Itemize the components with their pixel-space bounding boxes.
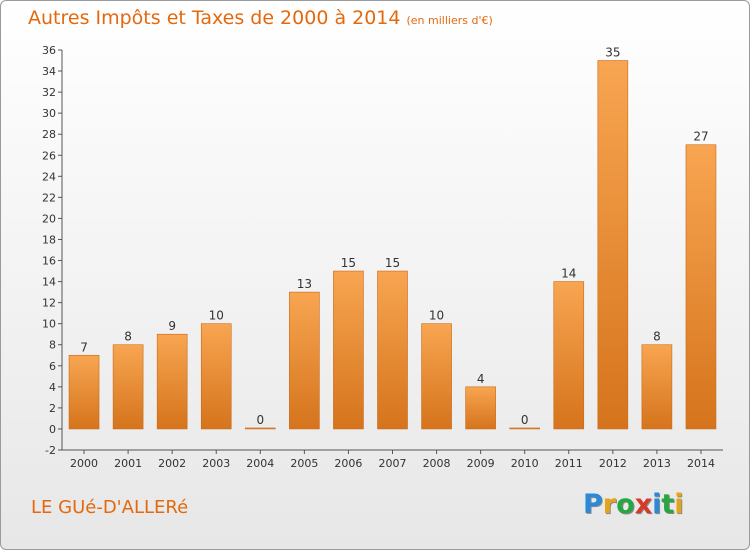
logo-letter: o <box>616 489 635 520</box>
bar-value-label: 15 <box>341 256 356 270</box>
x-tick-label: 2001 <box>114 457 142 470</box>
bar-value-label: 35 <box>605 46 620 60</box>
bar-value-label: 7 <box>80 340 88 354</box>
y-tick-label: 2 <box>49 402 56 415</box>
bar-value-label: 0 <box>256 413 264 427</box>
y-tick-label: 24 <box>42 170 56 183</box>
y-tick-label: 4 <box>49 381 56 394</box>
x-tick-label: 2007 <box>379 457 407 470</box>
bar-2005 <box>289 291 320 430</box>
logo-letter: i <box>652 489 662 520</box>
logo-letter: i <box>674 489 684 520</box>
bar-2014 <box>685 144 717 430</box>
bar-value-label: 14 <box>561 267 576 281</box>
bar-value-label: 13 <box>297 277 312 291</box>
y-tick-label: 0 <box>49 423 56 436</box>
x-tick-label: 2008 <box>423 457 451 470</box>
x-tick-label: 2010 <box>511 457 539 470</box>
bar-value-label: 9 <box>168 319 176 333</box>
y-tick-label: 36 <box>42 44 56 57</box>
logo-letter: r <box>602 489 617 520</box>
logo-letter: P <box>583 489 603 520</box>
bar-2008 <box>421 323 452 430</box>
y-tick-label: 20 <box>42 212 56 225</box>
bar-value-label: 27 <box>693 130 708 144</box>
chart-title-main: Autres Impôts et Taxes de 2000 à 2014 <box>28 7 401 29</box>
chart-title: Autres Impôts et Taxes de 2000 à 2014 (en… <box>28 7 493 29</box>
y-tick-label: 18 <box>42 233 56 246</box>
y-tick-label: 12 <box>42 297 56 310</box>
bar-2011 <box>553 281 585 430</box>
bar-2000 <box>68 354 100 430</box>
x-tick-label: 2004 <box>246 457 274 470</box>
bar-2007 <box>377 270 408 430</box>
y-tick-label: 14 <box>42 276 56 289</box>
bar-value-label: 8 <box>124 330 132 344</box>
bar-2012 <box>597 60 629 430</box>
x-tick-label: 2013 <box>643 457 671 470</box>
y-tick-label: 32 <box>42 86 56 99</box>
bar-value-label: 0 <box>521 413 529 427</box>
bar-2004 <box>245 427 276 430</box>
bar-value-label: 15 <box>385 256 400 270</box>
y-tick-label: 26 <box>42 149 56 162</box>
x-tick-label: 2006 <box>334 457 362 470</box>
bar-2002 <box>156 333 188 430</box>
y-tick-label: 10 <box>42 318 56 331</box>
bar-value-label: 10 <box>429 309 444 323</box>
proxiti-logo: Proxiti <box>583 489 684 520</box>
y-tick-label: 6 <box>49 360 56 373</box>
bar-2003 <box>200 323 232 430</box>
x-tick-label: 2005 <box>290 457 318 470</box>
y-tick-label: 30 <box>42 107 56 120</box>
bar-2001 <box>112 344 144 430</box>
bar-value-label: 4 <box>477 372 485 386</box>
bar-2010 <box>509 427 541 430</box>
y-tick-label: -2 <box>45 444 56 457</box>
x-tick-label: 2002 <box>158 457 186 470</box>
y-tick-label: 8 <box>49 339 56 352</box>
y-tick-label: 34 <box>42 65 56 78</box>
x-tick-label: 2009 <box>467 457 495 470</box>
bar-2013 <box>641 344 673 430</box>
x-tick-label: 2014 <box>687 457 715 470</box>
x-tick-label: 2011 <box>555 457 583 470</box>
logo-letter: x <box>634 489 653 520</box>
bar-value-label: 8 <box>653 330 661 344</box>
bar-value-label: 10 <box>209 309 224 323</box>
x-tick-label: 2000 <box>70 457 98 470</box>
x-tick-label: 2003 <box>202 457 230 470</box>
y-tick-label: 28 <box>42 128 56 141</box>
x-tick-label: 2012 <box>599 457 627 470</box>
commune-name: LE GUé-D'ALLERé <box>31 497 189 518</box>
bar-2006 <box>333 270 364 430</box>
y-tick-label: 16 <box>42 255 56 268</box>
chart-title-unit: (en milliers d'€) <box>406 14 493 27</box>
y-tick-label: 22 <box>42 191 56 204</box>
logo-letter: t <box>661 489 675 520</box>
bar-2009 <box>465 386 496 430</box>
